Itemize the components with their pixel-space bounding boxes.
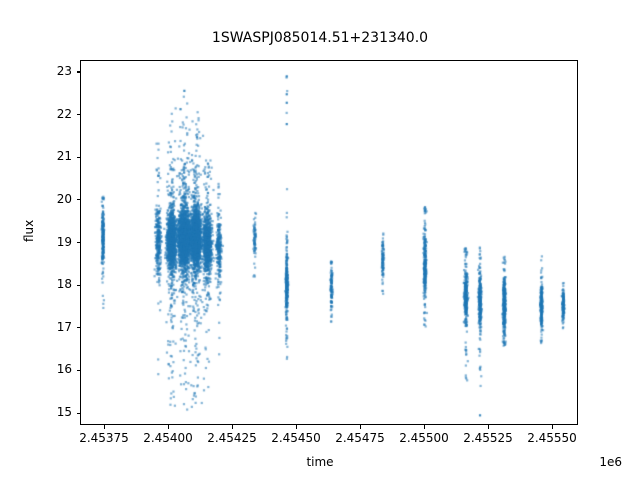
x-tick-label: 2.45525	[463, 431, 513, 445]
x-axis-label: time	[306, 455, 334, 469]
x-tick-label: 2.45400	[143, 431, 193, 445]
x-tick-label: 2.45500	[399, 431, 449, 445]
y-tick-label: 23	[56, 63, 72, 78]
y-tick-mark	[76, 412, 80, 414]
y-tick-mark	[76, 199, 80, 201]
x-axis-offset-text: 1e6	[599, 455, 622, 469]
y-tick-label: 15	[56, 405, 72, 420]
y-tick-mark	[76, 71, 80, 73]
y-tick-mark	[76, 284, 80, 286]
page-title: 1SWASPJ085014.51+231340.0	[211, 30, 429, 46]
x-tick-mark	[231, 425, 233, 429]
x-tick-mark	[423, 425, 425, 429]
y-tick-label: 21	[56, 149, 72, 164]
y-tick-mark	[76, 369, 80, 371]
y-tick-label: 19	[56, 234, 72, 249]
y-tick-label: 16	[56, 362, 72, 377]
x-tick-mark	[103, 425, 105, 429]
y-tick-label: 22	[56, 106, 72, 121]
y-tick-mark	[76, 327, 80, 329]
y-tick-mark	[76, 242, 80, 244]
x-tick-mark	[487, 425, 489, 429]
x-tick-mark	[295, 425, 297, 429]
scatter-plot-canvas	[81, 61, 577, 424]
x-tick-label: 2.45375	[79, 431, 129, 445]
y-tick-mark	[76, 114, 80, 116]
y-tick-mark	[76, 156, 80, 158]
plot-axes	[80, 60, 578, 425]
x-tick-label: 2.45450	[271, 431, 321, 445]
x-tick-label: 2.45550	[527, 431, 577, 445]
x-tick-label: 2.45425	[207, 431, 257, 445]
x-tick-mark	[167, 425, 169, 429]
x-tick-label: 2.45475	[335, 431, 385, 445]
y-tick-label: 20	[56, 191, 72, 206]
x-tick-mark	[551, 425, 553, 429]
x-tick-mark	[359, 425, 361, 429]
y-tick-label: 18	[56, 277, 72, 292]
y-axis-label: flux	[22, 219, 36, 242]
y-tick-label: 17	[56, 319, 72, 334]
